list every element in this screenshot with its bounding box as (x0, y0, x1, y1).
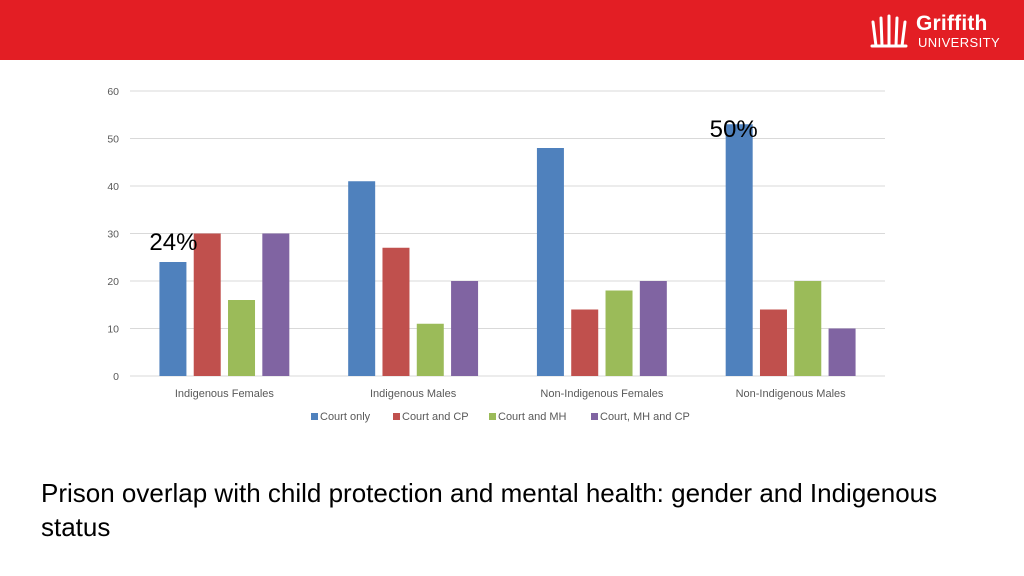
bars (159, 124, 856, 376)
y-tick-label: 40 (107, 181, 119, 193)
x-category-label: Non-Indigenous Females (540, 388, 663, 400)
y-tick-label: 20 (107, 276, 119, 288)
x-category-label: Non-Indigenous Males (736, 388, 847, 400)
legend-swatch (393, 413, 400, 420)
griffith-crest-icon (870, 14, 908, 48)
percent-annotation: 24% (149, 229, 197, 256)
legend: Court only Court and CP Court and MH Court,… (311, 411, 690, 423)
bar-court-mh-and-cp (828, 328, 856, 376)
bar-court-and-cp (759, 309, 787, 376)
bar-court-only (725, 124, 753, 376)
y-tick-label: 0 (113, 371, 119, 383)
slide-caption: Prison overlap with child protection and… (41, 478, 938, 542)
legend-label: Court, MH and CP (600, 411, 690, 423)
y-axis-ticks: 0 10 20 30 40 50 60 (107, 86, 119, 383)
y-tick-label: 60 (107, 86, 119, 98)
bar-court-and-mh (605, 290, 633, 376)
legend-swatch (489, 413, 496, 420)
griffith-university-logo: Griffith UNIVERSITY (868, 10, 1014, 52)
bar-court-and-cp (571, 309, 599, 376)
bar-court-and-mh (228, 300, 256, 376)
annotations: 24% 50% (149, 116, 757, 256)
bar-court-and-cp (382, 247, 410, 376)
x-axis-categories: Indigenous Females Indigenous Males Non-In… (175, 388, 846, 400)
legend-label: Court only (320, 411, 371, 423)
legend-swatch (311, 413, 318, 420)
y-tick-label: 50 (107, 134, 119, 146)
y-tick-label: 10 (107, 324, 119, 336)
x-category-label: Indigenous Males (370, 388, 457, 400)
bar-court-mh-and-cp (639, 281, 667, 376)
bar-court-only (348, 181, 376, 376)
bar-court-mh-and-cp (451, 281, 479, 376)
x-category-label: Indigenous Females (175, 388, 275, 400)
legend-label: Court and MH (498, 411, 567, 423)
legend-swatch (591, 413, 598, 420)
logo-wordmark: Griffith (916, 12, 988, 35)
gridlines (130, 90, 885, 377)
y-tick-label: 30 (107, 229, 119, 241)
bar-court-only (536, 148, 564, 376)
bar-court-and-cp (193, 233, 221, 376)
bar-court-and-mh (416, 323, 444, 376)
bar-court-and-mh (794, 281, 822, 376)
bar-court-only (159, 262, 187, 376)
bar-court-mh-and-cp (262, 233, 290, 376)
legend-label: Court and CP (402, 411, 469, 423)
header-bar (0, 0, 1024, 60)
percent-annotation: 50% (710, 116, 758, 143)
logo-subtitle: UNIVERSITY (918, 35, 1001, 50)
